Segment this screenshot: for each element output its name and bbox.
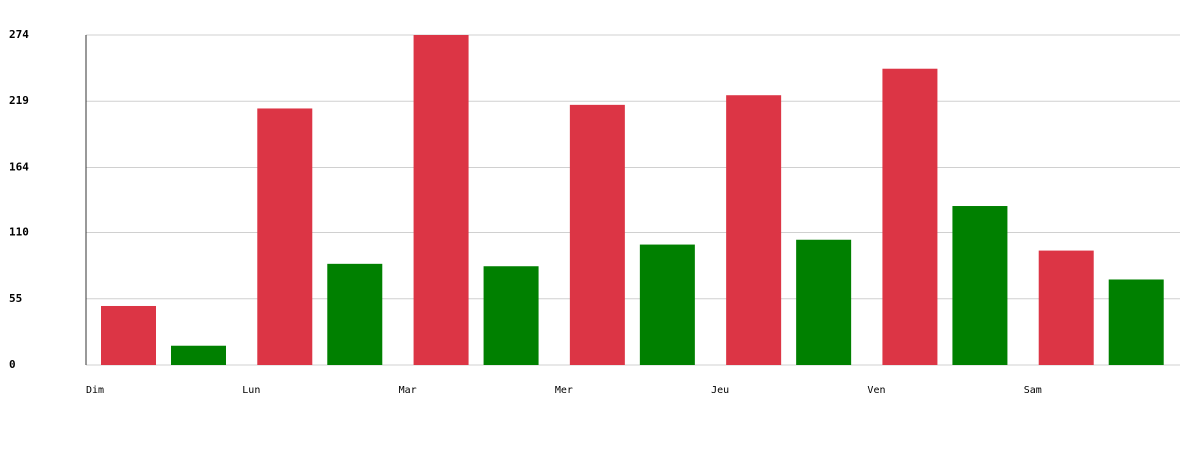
bar [257, 108, 313, 365]
y-tick-label: 219 [9, 94, 29, 107]
x-tick-label: Lun [242, 385, 260, 396]
bar [413, 35, 469, 365]
bar [569, 104, 625, 366]
bar [171, 345, 226, 365]
x-tick-label: Sam [1024, 385, 1042, 396]
bar [327, 263, 383, 365]
bar [1108, 279, 1164, 365]
bar [101, 305, 156, 365]
bar [483, 266, 539, 365]
x-tick-label: Mar [399, 385, 417, 396]
bar [882, 68, 938, 365]
y-tick-label: 0 [9, 358, 16, 371]
y-tick-label: 110 [9, 226, 29, 239]
bar [796, 239, 852, 365]
y-tick-label: 164 [9, 160, 29, 173]
y-tick-label: 55 [9, 292, 22, 305]
y-tick-label: 274 [9, 28, 29, 41]
x-tick-label: Jeu [711, 385, 729, 396]
bar [952, 206, 1008, 365]
bar [726, 95, 782, 365]
x-tick-label: Mer [555, 385, 573, 396]
x-tick-label: Dim [86, 385, 104, 396]
bar [1038, 250, 1094, 365]
bar [639, 244, 695, 365]
x-tick-label: Ven [867, 385, 885, 396]
